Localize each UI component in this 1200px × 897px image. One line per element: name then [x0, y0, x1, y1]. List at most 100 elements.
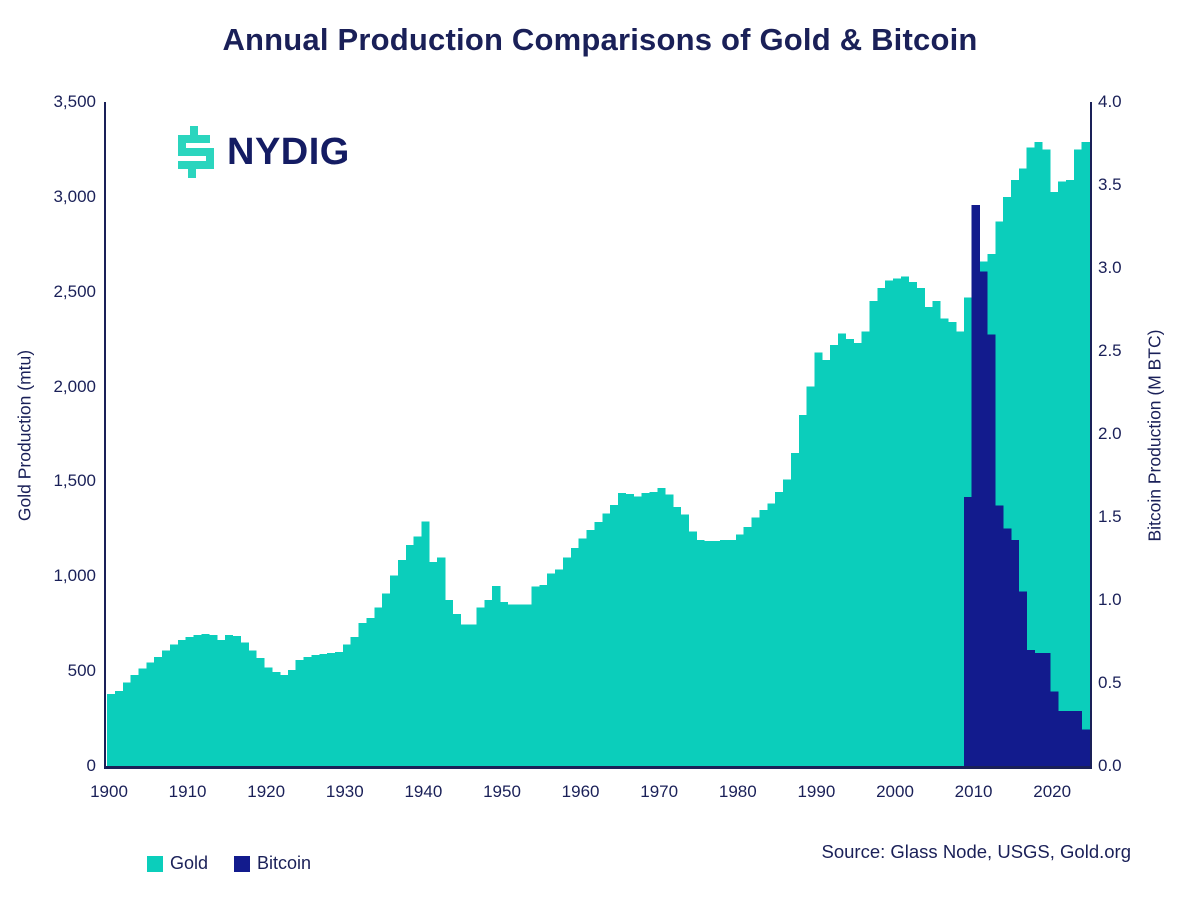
- bitcoin-bar: [1026, 649, 1035, 766]
- gold-bar: [838, 333, 847, 766]
- bitcoin-bar: [1081, 729, 1090, 766]
- gold-bar: [806, 386, 815, 766]
- x-axis-tick: 1950: [483, 782, 521, 801]
- right-axis-tick: 3.0: [1098, 258, 1122, 277]
- bitcoin-bar: [987, 334, 996, 766]
- gold-bar: [114, 691, 124, 766]
- left-axis-tick: 500: [67, 661, 96, 681]
- bitcoin-bar: [995, 505, 1004, 766]
- gold-bar: [335, 652, 344, 766]
- gold-bar: [845, 339, 855, 766]
- gold-bar: [751, 517, 760, 766]
- gold-bar: [201, 634, 210, 766]
- gold-bar: [814, 352, 823, 766]
- gold-bar: [1026, 147, 1035, 766]
- gold-bar: [130, 674, 139, 766]
- source-note: Source: Glass Node, USGS, Gold.org: [821, 841, 1132, 862]
- gold-bar: [893, 278, 902, 766]
- gold-bar: [382, 593, 391, 766]
- gold-bar: [217, 639, 226, 766]
- bitcoin-bar: [1065, 711, 1075, 766]
- x-axis-tick: 1910: [168, 782, 207, 801]
- gold-bar: [688, 531, 697, 766]
- gold-bar: [185, 636, 194, 766]
- left-axis-tick: 1,500: [53, 471, 96, 491]
- bitcoin-bar: [979, 271, 988, 766]
- gold-bar: [955, 331, 965, 766]
- gold-bar: [610, 505, 619, 766]
- bitcoin-bar: [1003, 528, 1012, 766]
- gold-bar: [767, 503, 776, 766]
- x-axis-tick: 1980: [718, 782, 757, 801]
- gold-bar: [209, 635, 218, 766]
- gold-bar: [720, 540, 729, 766]
- x-axis-tick: 2020: [1033, 782, 1072, 801]
- gold-bar: [995, 221, 1004, 766]
- legend-label: Bitcoin: [257, 853, 312, 873]
- gold-bar: [594, 522, 603, 766]
- left-axis-tick: 2,500: [53, 281, 96, 301]
- gold-bar: [138, 668, 147, 766]
- gold-bar: [1081, 141, 1090, 766]
- gold-bar: [680, 514, 690, 766]
- gold-bar: [342, 644, 352, 766]
- gold-bar: [287, 670, 297, 766]
- gold-bar: [452, 614, 462, 766]
- bitcoin-bar: [1042, 653, 1051, 766]
- gold-bar: [1010, 179, 1020, 766]
- gold-bar: [366, 618, 375, 766]
- plot-svg: [107, 141, 1090, 766]
- gold-bar: [248, 650, 257, 766]
- gold-bar: [295, 659, 304, 766]
- legend-item-gold: Gold: [147, 853, 208, 874]
- right-axis-tick: 4.0: [1098, 92, 1122, 111]
- x-axis-tick: 1970: [640, 782, 679, 801]
- gold-bar: [162, 650, 171, 766]
- gold-bar: [759, 509, 768, 766]
- gold-bar: [311, 655, 320, 766]
- gold-bar: [358, 622, 367, 766]
- gold-bar: [1058, 181, 1067, 766]
- x-axis-tick: 1900: [90, 782, 128, 801]
- left-axis-tick: 1,000: [53, 566, 96, 586]
- gold-bar: [390, 575, 399, 766]
- nydig-logo: NYDIG: [170, 124, 350, 180]
- gold-bar: [704, 541, 713, 766]
- gold-bar: [515, 604, 524, 766]
- bitcoin-bar: [1050, 691, 1059, 766]
- gold-bar: [948, 322, 957, 766]
- gold-bar: [146, 662, 155, 766]
- legend: Gold Bitcoin: [147, 853, 311, 874]
- gold-bar: [649, 491, 658, 766]
- gold-bar: [484, 600, 493, 766]
- gold-bar: [775, 491, 784, 766]
- gold-bar: [633, 496, 642, 766]
- right-axis-tick: 0.5: [1098, 673, 1122, 692]
- gold-bar: [256, 657, 265, 766]
- gold-bar: [916, 287, 925, 766]
- gold-bar: [122, 682, 131, 766]
- right-axis-tick: 2.0: [1098, 424, 1122, 443]
- gold-bar: [861, 331, 870, 766]
- legend-swatch-bitcoin: [234, 855, 251, 872]
- bitcoin-bar: [1010, 540, 1020, 766]
- legend-swatch-gold: [147, 855, 163, 872]
- gold-bar: [578, 538, 587, 766]
- gold-bar: [303, 656, 312, 766]
- gold-bar: [830, 344, 839, 766]
- gold-bar: [617, 492, 627, 766]
- gold-bar: [657, 488, 666, 766]
- right-axis-tick: 1.5: [1098, 507, 1122, 526]
- gold-bar: [1034, 141, 1043, 766]
- gold-bar: [492, 585, 501, 766]
- gold-bar: [672, 507, 682, 766]
- left-axis-tick: 2,000: [53, 376, 96, 396]
- gold-bar: [523, 604, 532, 766]
- gold-bar: [107, 693, 116, 766]
- gold-bar: [1003, 196, 1012, 766]
- gold-bar: [327, 653, 336, 766]
- gold-bar: [405, 544, 414, 766]
- gold-bar: [437, 557, 446, 766]
- x-axis-tick: 1940: [404, 782, 443, 801]
